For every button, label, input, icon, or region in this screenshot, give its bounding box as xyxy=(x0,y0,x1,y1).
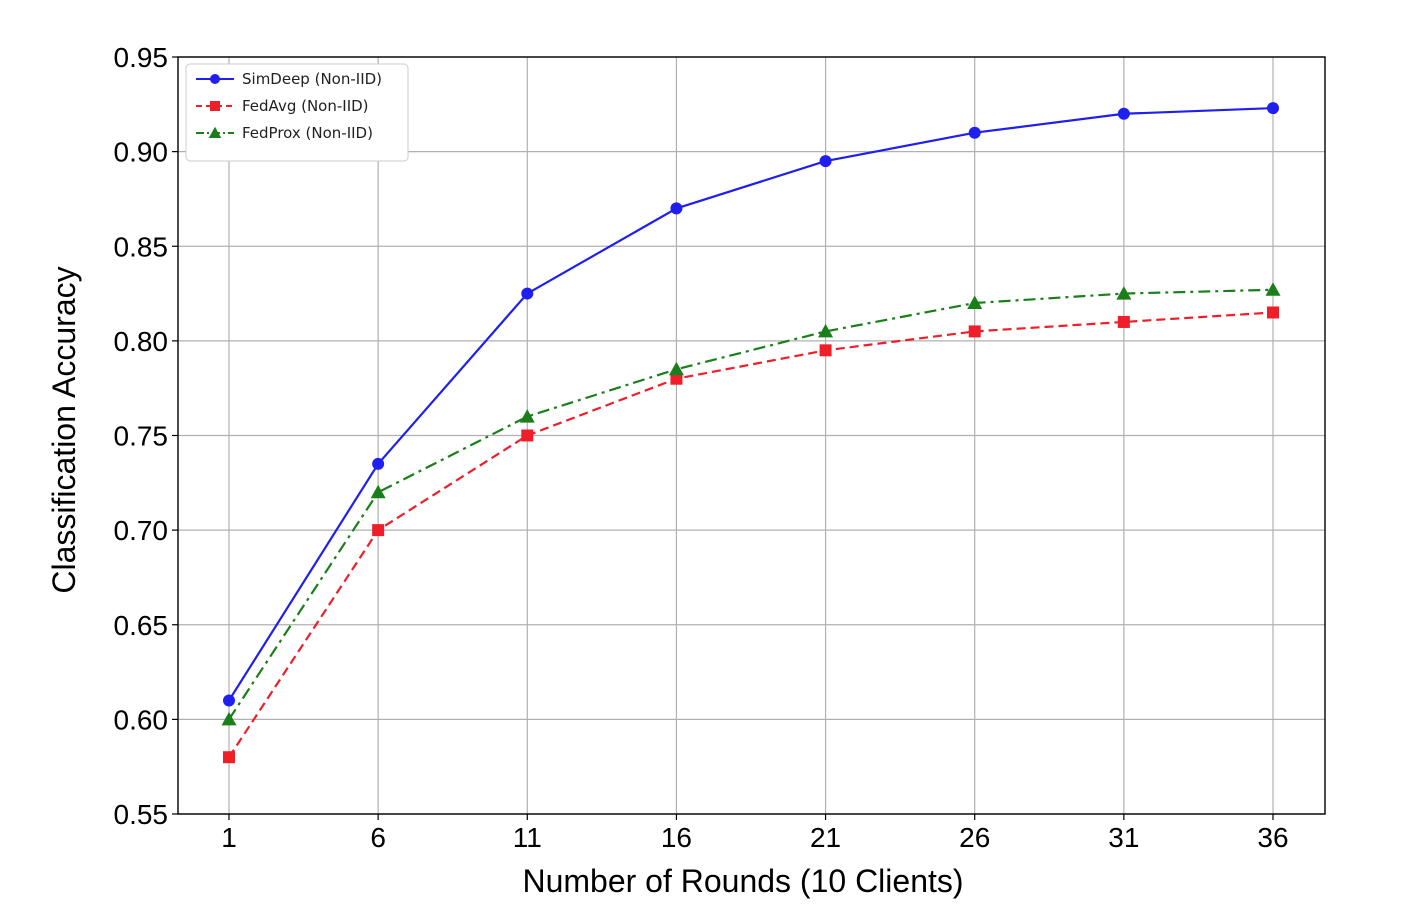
x-axis-title: Number of Rounds (10 Clients) xyxy=(522,863,963,899)
series-line xyxy=(228,106,1274,702)
legend-marker xyxy=(210,74,220,84)
legend-label: SimDeep (Non-IID) xyxy=(242,70,382,88)
legend: SimDeep (Non-IID) FedAvg (Non-IID) FedProx… xyxy=(185,63,409,162)
y-axis-ticks: 0.55 0.60 0.65 0.70 0.75 0.80 0.85 0.90 0.95 xyxy=(114,42,178,830)
series-line xyxy=(228,311,1274,758)
legend-label: FedProx (Non-IID) xyxy=(242,124,373,142)
series-2 xyxy=(221,282,1281,726)
y-tick-label: 0.55 xyxy=(114,799,169,830)
data-point xyxy=(1117,107,1130,120)
y-tick-label: 0.85 xyxy=(114,231,169,262)
data-point xyxy=(1267,306,1279,319)
legend-item: FedProx (Non-IID) xyxy=(196,124,373,142)
data-point xyxy=(670,202,683,215)
x-tick-label: 36 xyxy=(1257,822,1288,853)
x-tick-label: 21 xyxy=(810,822,841,853)
series-line xyxy=(228,288,1274,720)
y-tick-label: 0.95 xyxy=(114,42,169,73)
x-tick-label: 6 xyxy=(370,822,386,853)
data-point xyxy=(372,457,385,470)
legend-label: FedAvg (Non-IID) xyxy=(242,97,369,115)
legend-marker xyxy=(210,101,220,111)
y-tick-label: 0.80 xyxy=(114,326,169,357)
y-tick-label: 0.70 xyxy=(114,515,169,546)
legend-item: FedAvg (Non-IID) xyxy=(196,97,369,115)
data-point xyxy=(819,344,832,357)
data-point xyxy=(223,694,235,707)
y-axis-title: Classification Accuracy xyxy=(46,266,82,593)
x-axis-ticks: 1 6 11 16 21 26 31 36 xyxy=(221,814,1289,853)
data-point xyxy=(221,711,237,726)
data-point xyxy=(670,372,683,385)
y-tick-label: 0.90 xyxy=(114,137,169,168)
data-point xyxy=(521,287,534,300)
grid xyxy=(178,56,1325,815)
data-point xyxy=(1267,102,1279,115)
data-point xyxy=(818,323,834,338)
x-tick-label: 11 xyxy=(513,822,542,853)
data-point xyxy=(223,751,235,764)
series-1 xyxy=(223,306,1279,764)
y-tick-label: 0.60 xyxy=(114,704,169,735)
data-point xyxy=(372,524,385,537)
series-layer xyxy=(221,102,1281,764)
data-point xyxy=(521,429,534,442)
y-tick-label: 0.65 xyxy=(114,610,169,641)
x-tick-label: 26 xyxy=(959,822,990,853)
series-0 xyxy=(223,102,1279,707)
data-point xyxy=(1117,315,1130,328)
data-point xyxy=(370,484,386,499)
data-point xyxy=(968,126,981,139)
data-point xyxy=(968,325,981,338)
x-tick-label: 1 xyxy=(221,822,237,853)
data-point xyxy=(1116,286,1132,300)
data-point xyxy=(819,155,832,168)
legend-marker xyxy=(208,126,222,138)
data-point xyxy=(1265,282,1281,296)
x-tick-label: 16 xyxy=(661,822,692,853)
y-tick-label: 0.75 xyxy=(114,421,169,452)
data-point xyxy=(519,409,535,423)
legend-item: SimDeep (Non-IID) xyxy=(196,70,382,88)
data-point xyxy=(668,361,684,376)
data-point xyxy=(967,295,983,310)
legend-box xyxy=(185,63,409,162)
x-tick-label: 31 xyxy=(1108,822,1139,853)
